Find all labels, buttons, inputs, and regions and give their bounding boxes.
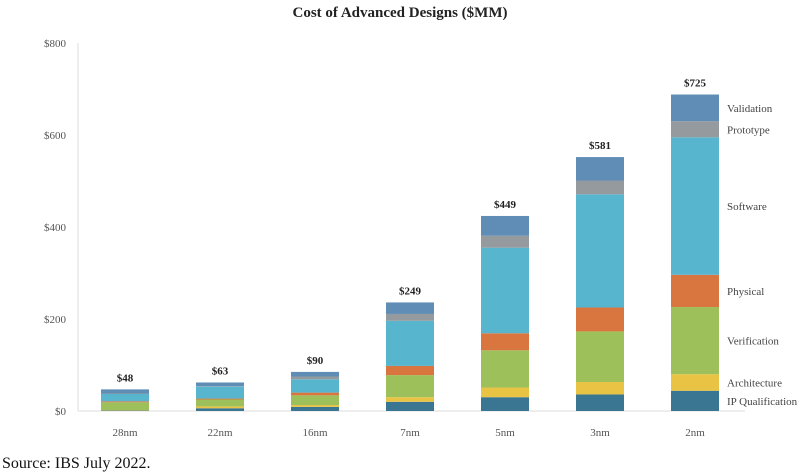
legend-label: IP Qualification	[727, 396, 798, 408]
legend-label: Validation	[727, 103, 773, 115]
total-label: $249	[399, 285, 422, 297]
bar-segment-verification	[386, 375, 434, 398]
bar-segment-physical	[386, 365, 434, 376]
bar-segment-architecture	[291, 405, 339, 407]
bar-segment-validation	[481, 215, 529, 236]
bar-segment-validation	[101, 389, 149, 394]
x-tick-label: 2nm	[685, 427, 705, 439]
y-tick-label: $600	[44, 130, 67, 142]
x-tick-label: 3nm	[590, 427, 610, 439]
total-label: $48	[117, 372, 134, 384]
total-label: $63	[212, 365, 229, 377]
bar-segment-software	[576, 194, 624, 308]
chart-title: Cost of Advanced Designs ($MM)	[292, 5, 508, 21]
total-label: $449	[494, 199, 517, 211]
source-note: Source: IBS July 2022.	[2, 455, 151, 472]
bar-segment-physical	[671, 274, 719, 308]
bar-segment-verification	[671, 307, 719, 375]
total-label: $581	[589, 140, 611, 152]
total-label: $90	[307, 355, 324, 367]
bar-segment-software	[671, 137, 719, 275]
legend-label: Verification	[727, 336, 779, 348]
bar-segment-physical	[291, 392, 339, 396]
bar-segment-prototype	[576, 180, 624, 195]
y-tick-label: $800	[44, 38, 67, 50]
x-tick-label: 7nm	[400, 427, 420, 439]
bar-segment-prototype	[386, 313, 434, 321]
x-tick-label: 22nm	[207, 427, 233, 439]
bar-segment-physical	[101, 401, 149, 403]
bar-segment-validation	[671, 94, 719, 122]
bar-segment-prototype	[481, 235, 529, 248]
bar-segment-prototype	[291, 376, 339, 380]
bar-segment-validation	[576, 157, 624, 181]
legend-label: Prototype	[727, 124, 770, 136]
bar-segment-architecture	[671, 374, 719, 391]
y-tick-label: $0	[55, 406, 67, 418]
x-tick-label: 16nm	[302, 427, 328, 439]
bar-segment-ip-qualification	[671, 390, 719, 411]
legend-label: Architecture	[727, 377, 782, 389]
bar-segment-physical	[481, 333, 529, 351]
bar-segment-validation	[196, 382, 244, 387]
bar-segment-ip-qualification	[481, 397, 529, 411]
bar-segment-architecture	[576, 382, 624, 395]
bar-segment-verification	[196, 399, 244, 407]
total-label: $725	[684, 78, 707, 90]
bar-segment-validation	[386, 302, 434, 314]
bar-segment-ip-qualification	[291, 406, 339, 411]
bar-segment-physical	[576, 307, 624, 332]
bar-segment-software	[291, 379, 339, 393]
bar-segment-verification	[576, 331, 624, 383]
bar-segment-ip-qualification	[576, 394, 624, 411]
bar-segment-architecture	[386, 397, 434, 402]
bar-segment-verification	[481, 350, 529, 388]
bar-segment-software	[386, 320, 434, 366]
bar-segment-software	[196, 386, 244, 399]
bar-segment-validation	[291, 371, 339, 377]
bar-segment-verification	[101, 402, 149, 411]
x-tick-label: 28nm	[112, 427, 138, 439]
bar-segment-prototype	[671, 121, 719, 138]
bar-segment-architecture	[196, 406, 244, 409]
legend-label: Software	[727, 201, 767, 213]
y-tick-label: $400	[44, 222, 67, 234]
y-tick-label: $200	[44, 314, 67, 326]
bar-segment-software	[481, 247, 529, 334]
bar-segment-verification	[291, 395, 339, 406]
bar-segment-ip-qualification	[386, 401, 434, 411]
bar-segment-architecture	[481, 387, 529, 398]
bar-segment-software	[101, 393, 149, 402]
legend-label: Physical	[727, 286, 764, 298]
x-tick-label: 5nm	[495, 427, 515, 439]
bar-segment-ip-qualification	[196, 408, 244, 411]
bar-segment-physical	[196, 398, 244, 400]
